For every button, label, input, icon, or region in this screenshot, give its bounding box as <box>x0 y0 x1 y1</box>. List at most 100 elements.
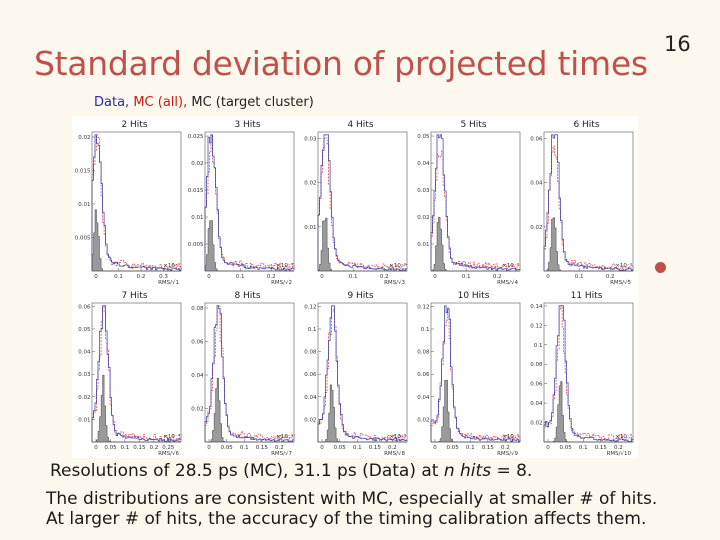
y-tick-label: 0.015 <box>188 188 204 194</box>
y-tick-label: 0.08 <box>530 362 543 368</box>
histogram-panel: 3 Hits 0.025 0.02 0.015 0.01 0.005 0 0.1 0.2RMS/… <box>188 120 295 286</box>
y-tick-label: 0.1 <box>308 327 317 333</box>
mc-all-histogram <box>204 305 295 442</box>
mc-target-histogram <box>92 374 181 443</box>
x-tick-label: 0 <box>320 445 324 451</box>
resolution-text-prefix: Resolutions of 28.5 ps (MC), 31.1 ps (Da… <box>50 461 444 481</box>
exponent-label: ×10⁻³ <box>389 433 406 440</box>
x-tick-label: 0 <box>433 274 437 280</box>
bullet-marker <box>655 262 666 273</box>
panel-frame <box>317 131 408 272</box>
x-tick-label: 0.1 <box>114 274 123 280</box>
y-tick-label: 0.06 <box>530 137 543 143</box>
panel-frame <box>430 302 521 443</box>
x-tick-label: 0.05 <box>220 445 233 451</box>
panel-title: 10 Hits <box>458 291 490 301</box>
y-tick-label: 0.02 <box>78 135 90 141</box>
y-tick-label: 0.04 <box>191 373 204 379</box>
x-axis-label: RMS/√8 <box>384 450 405 457</box>
mc-all-histogram <box>430 150 521 271</box>
x-tick-label: 0.1 <box>121 445 130 451</box>
y-tick-label: 0.005 <box>188 242 204 248</box>
x-axis-label: RMS/√4 <box>497 279 518 286</box>
histogram-panel: 9 Hits 0.12 0.1 0.08 0.06 0.04 0.02 0 0.05 0.1 0.1… <box>304 291 408 457</box>
panel-title: 4 Hits <box>347 120 373 130</box>
legend: Data, MC (all), MC (target cluster) <box>94 95 314 110</box>
y-tick-label: 0.005 <box>75 236 91 242</box>
mc-target-histogram <box>544 381 633 443</box>
x-tick-label: 0.05 <box>333 445 346 451</box>
panel-title: 11 Hits <box>571 291 603 301</box>
y-tick-label: 0.05 <box>78 327 91 333</box>
data-histogram <box>430 134 521 271</box>
x-tick-label: 0 <box>546 445 550 451</box>
y-tick-label: 0.02 <box>304 417 316 423</box>
mc-all-histogram <box>317 137 408 271</box>
y-tick-label: 0.01 <box>78 417 90 423</box>
x-tick-label: 0.2 <box>614 445 623 451</box>
panel-title: 9 Hits <box>347 291 373 301</box>
data-histogram <box>543 305 634 442</box>
mc-all-histogram <box>430 307 521 442</box>
x-tick-label: 0 <box>433 445 437 451</box>
y-tick-label: 0.02 <box>304 181 316 187</box>
x-tick-label: 0.15 <box>482 445 495 451</box>
data-histogram <box>204 134 295 271</box>
x-tick-label: 0.1 <box>466 445 475 451</box>
x-tick-label: 0.05 <box>104 445 117 451</box>
x-tick-label: 0 <box>94 274 98 280</box>
y-tick-label: 0.05 <box>417 134 430 140</box>
x-tick-label: 0.2 <box>501 445 510 451</box>
panel-frame <box>204 131 295 272</box>
x-tick-label: 0.2 <box>149 445 158 451</box>
x-axis-label: RMS/√9 <box>497 450 518 457</box>
exponent-label: ×10⁻³ <box>276 262 293 269</box>
exponent-label: ×10⁻³ <box>276 433 293 440</box>
y-tick-label: 0.06 <box>530 382 543 388</box>
panel-title: 6 Hits <box>573 120 599 130</box>
x-tick-label: 0 <box>320 274 324 280</box>
mc-all-histogram <box>543 305 634 442</box>
panel-title: 2 Hits <box>121 120 147 130</box>
x-tick-label: 0 <box>207 274 211 280</box>
x-tick-label: 0 <box>207 445 211 451</box>
y-tick-label: 0.01 <box>417 242 429 248</box>
exponent-label: ×10⁻³ <box>615 262 632 269</box>
x-axis-label: RMS/√7 <box>271 450 292 457</box>
slide-title: Standard deviation of projected times <box>34 44 648 83</box>
consistency-text: The distributions are consistent with MC… <box>46 489 658 509</box>
x-tick-label: 0 <box>546 274 550 280</box>
x-tick-label: 0.3 <box>159 274 168 280</box>
data-histogram <box>543 134 634 271</box>
histogram-panel: 10 Hits 0.12 0.1 0.08 0.06 0.04 0.02 0 0.05 0.1 0.… <box>417 291 521 457</box>
legend-data: Data, <box>94 95 130 110</box>
y-tick-label: 0.02 <box>530 421 542 427</box>
x-tick-label: 0.05 <box>446 445 459 451</box>
mc-all-histogram <box>317 308 408 442</box>
legend-mc-target: MC (target cluster) <box>191 95 314 110</box>
x-tick-label: 0.2 <box>493 274 502 280</box>
x-tick-label: 0.2 <box>137 274 146 280</box>
x-tick-label: 0.15 <box>256 445 269 451</box>
panel-title: 8 Hits <box>234 291 260 301</box>
histogram-figure: 2 Hits 0.02 0.015 0.01 0.005 0 0.1 0.2 0.3 RMS/√1… <box>72 116 638 458</box>
x-tick-label: 0.2 <box>380 274 389 280</box>
y-tick-label: 0.08 <box>417 350 430 356</box>
y-tick-label: 0.12 <box>304 304 316 310</box>
y-tick-label: 0.01 <box>78 202 90 208</box>
resolution-text-suffix: = 8. <box>491 461 533 481</box>
calibration-text: At larger # of hits, the accuracy of the… <box>46 509 647 529</box>
y-tick-label: 0.06 <box>191 340 204 346</box>
panel-frame <box>204 302 295 443</box>
y-tick-label: 0.04 <box>304 395 317 401</box>
x-tick-label: 0.1 <box>240 445 249 451</box>
y-tick-label: 0.025 <box>188 134 204 140</box>
panel-frame <box>91 302 182 443</box>
x-tick-label: 0.2 <box>275 445 284 451</box>
y-tick-label: 0.01 <box>304 225 316 231</box>
mc-all-histogram <box>204 134 295 271</box>
